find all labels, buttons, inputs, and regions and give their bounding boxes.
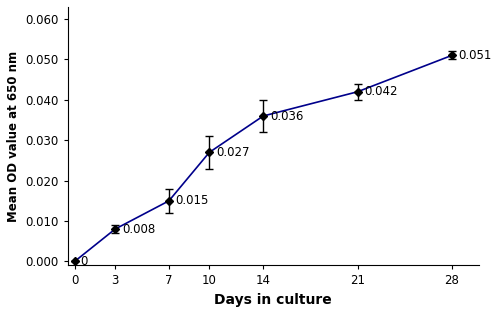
Text: 0.051: 0.051 [458, 49, 492, 62]
Text: 0.027: 0.027 [216, 146, 250, 159]
X-axis label: Days in culture: Days in culture [214, 293, 332, 307]
Text: 0.036: 0.036 [270, 110, 304, 122]
Y-axis label: Mean OD value at 650 nm: Mean OD value at 650 nm [7, 51, 20, 222]
Text: 0.042: 0.042 [364, 85, 398, 98]
Text: 0.015: 0.015 [176, 194, 209, 207]
Text: 0: 0 [80, 255, 88, 268]
Text: 0.008: 0.008 [122, 223, 155, 236]
